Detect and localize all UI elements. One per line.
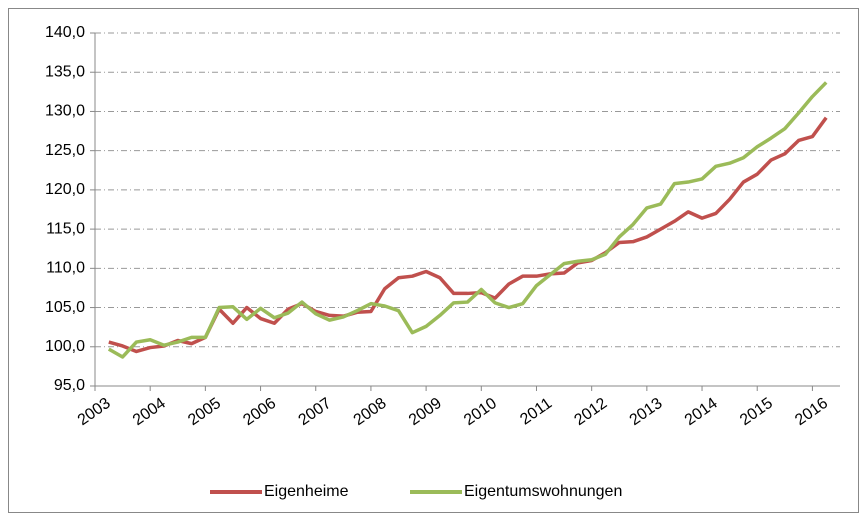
y-tick-label: 125,0 xyxy=(45,142,85,159)
y-tick-label: 100,0 xyxy=(45,338,85,355)
chart-border xyxy=(8,8,859,513)
series-line xyxy=(108,116,828,354)
y-tick-label: 95,0 xyxy=(54,377,85,394)
legend-label: Eigentumswohnungen xyxy=(464,483,622,500)
y-tick-label: 110,0 xyxy=(46,260,85,277)
y-tick-label: 140,0 xyxy=(45,24,85,41)
y-tick-label: 130,0 xyxy=(45,103,85,120)
y-tick-label: 105,0 xyxy=(45,299,85,316)
series-line xyxy=(107,81,828,359)
y-tick-label: 115,0 xyxy=(46,220,85,237)
legend-label: Eigenheime xyxy=(264,483,349,500)
y-tick-label: 120,0 xyxy=(45,181,85,198)
y-tick-label: 135,0 xyxy=(45,63,85,80)
